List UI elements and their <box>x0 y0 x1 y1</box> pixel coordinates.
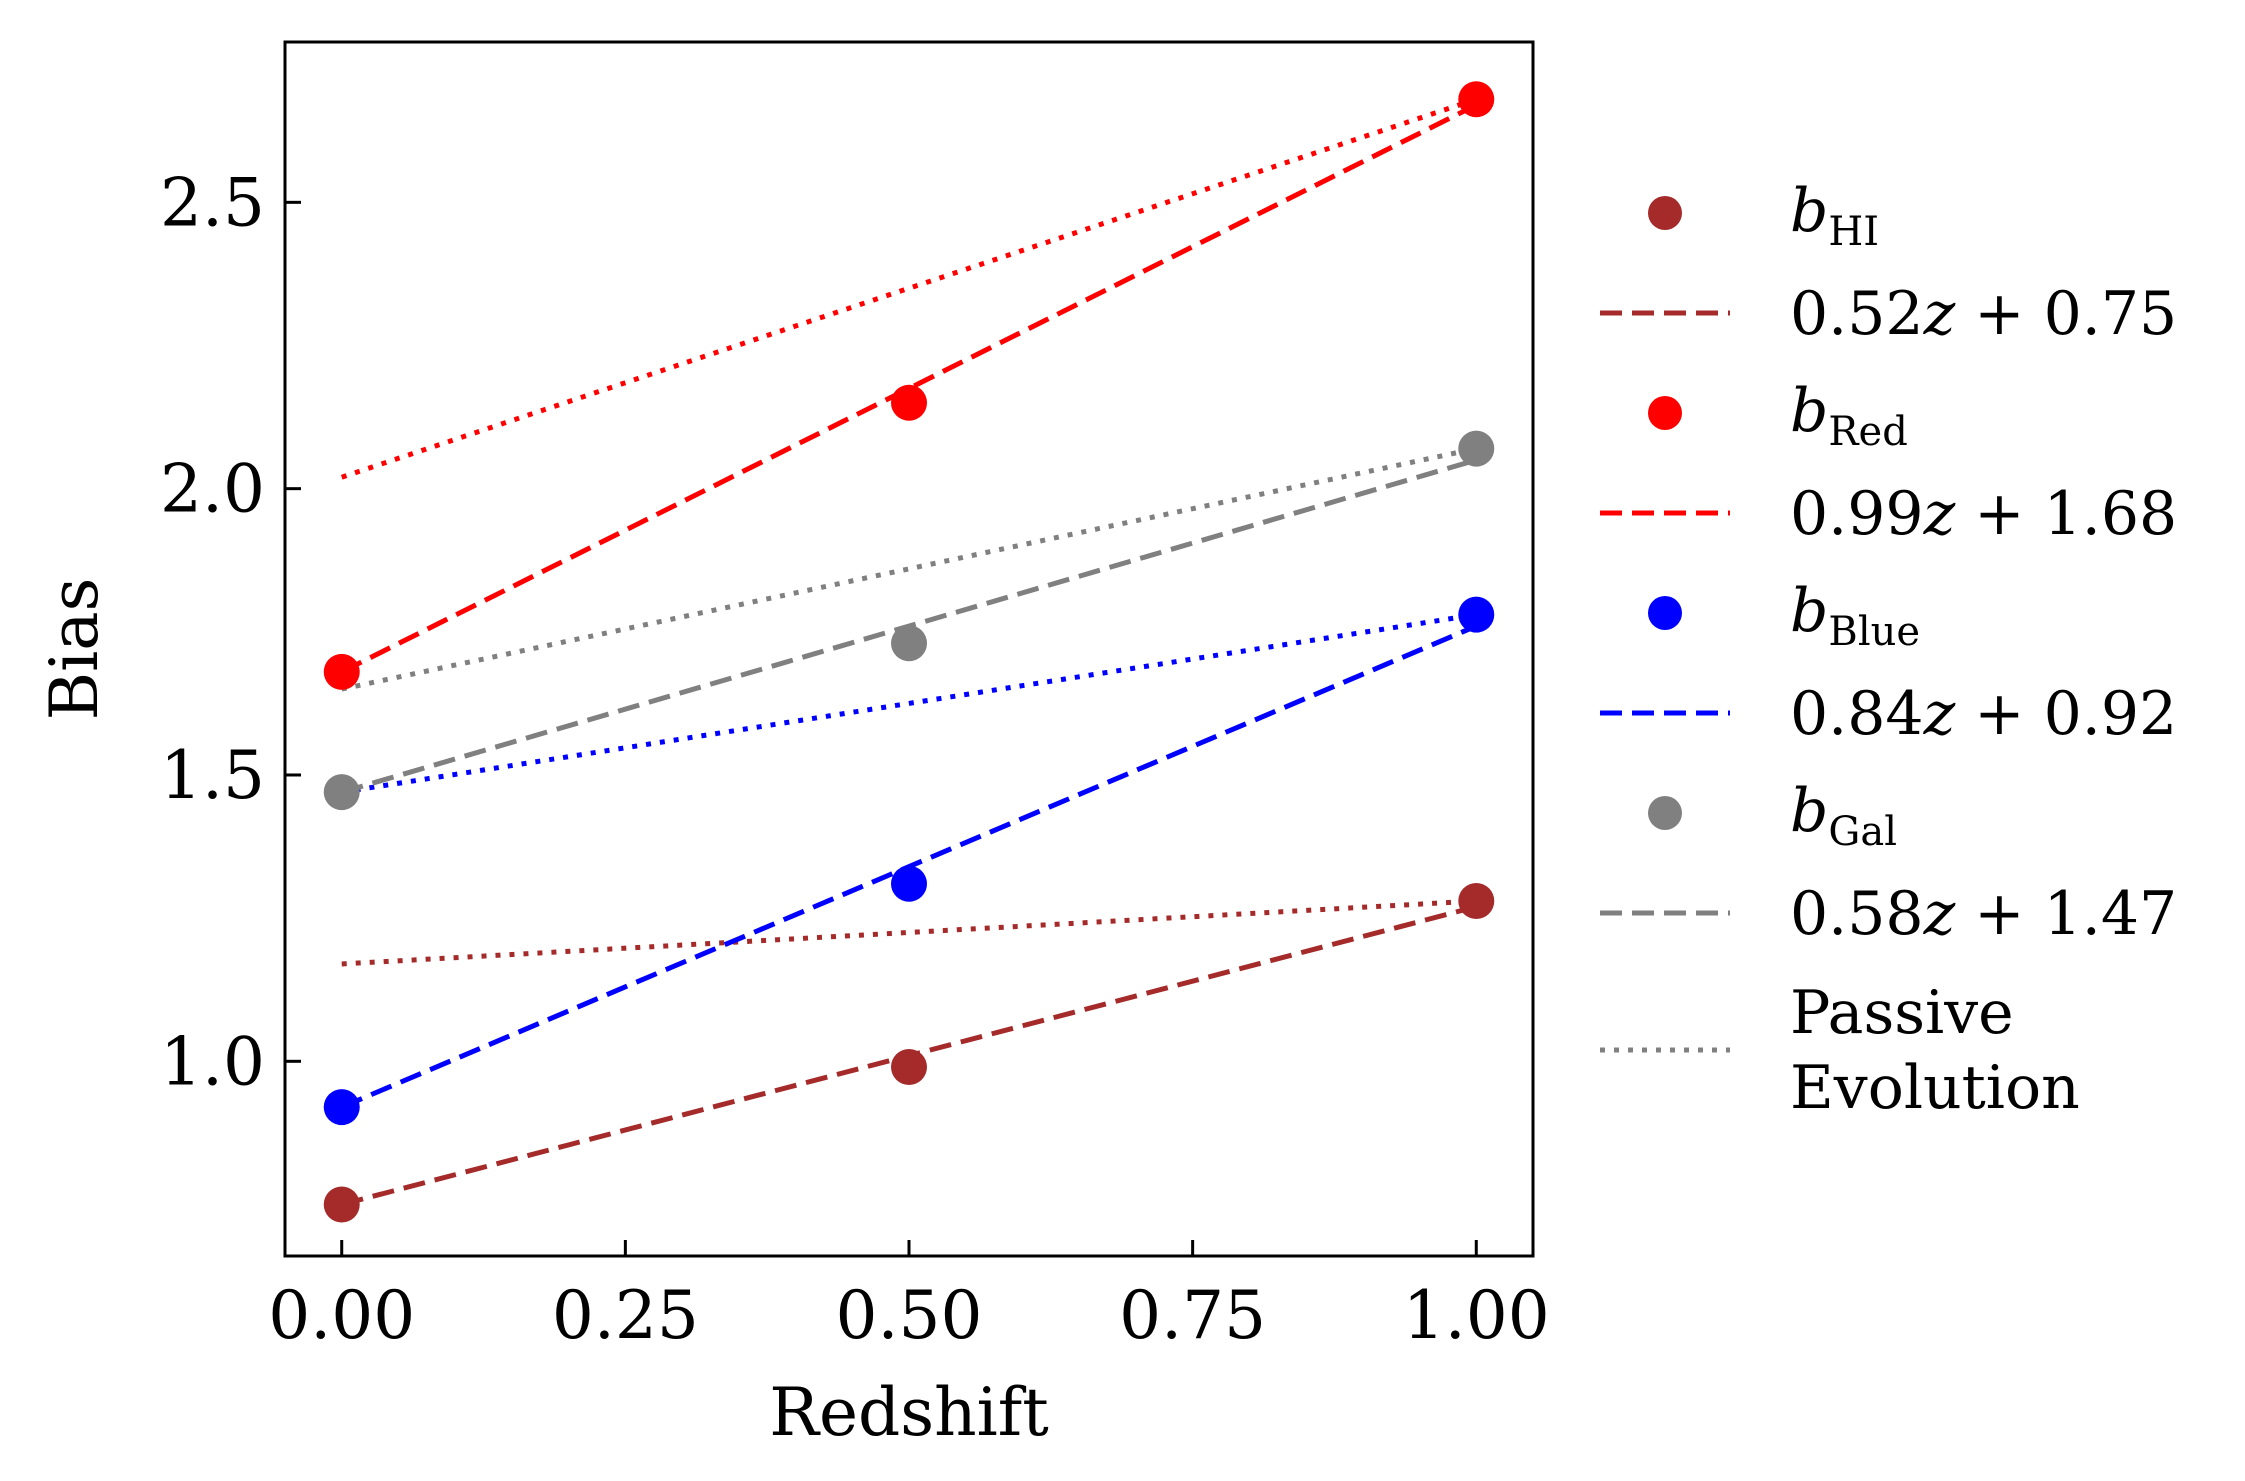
fit-line-red <box>340 102 1478 675</box>
point-gal-0 <box>323 774 360 811</box>
passive-line-blue <box>341 612 1477 795</box>
legend-marker-blue <box>1648 596 1682 630</box>
y-axis-label: Bias <box>36 578 113 721</box>
point-red-1 <box>891 384 927 421</box>
point-gal-2 <box>1458 430 1495 467</box>
passive-line-gal <box>341 446 1477 692</box>
passive-line-red <box>340 96 1478 480</box>
legend-passive-label: Evolution <box>1790 1053 2080 1123</box>
x-tick-label: 0.25 <box>552 1277 699 1354</box>
point-blue-1 <box>891 865 927 902</box>
legend-marker-red <box>1648 396 1682 430</box>
legend-fit-gal: 0.58z + 1.47 <box>1790 879 2177 949</box>
y-tick-label: 1.0 <box>160 1023 265 1100</box>
x-tick-label: 0.50 <box>836 1277 983 1354</box>
x-tick-label: 1.00 <box>1403 1277 1550 1354</box>
legend-fit-red: 0.99z + 1.68 <box>1790 479 2177 549</box>
point-hi-0 <box>323 1186 360 1223</box>
point-gal-1 <box>891 625 927 662</box>
axes: 0.00 0.25 0.50 0.75 1.00 1.0 1.5 2.0 2.5 <box>160 40 1550 1354</box>
data-points <box>323 81 1495 1223</box>
point-hi-2 <box>1458 882 1495 919</box>
point-red-0 <box>323 653 360 690</box>
legend-marker-hi <box>1648 196 1682 230</box>
point-red-2 <box>1458 81 1495 118</box>
x-tick-label: 0.75 <box>1119 1277 1266 1354</box>
point-blue-0 <box>323 1089 360 1126</box>
point-blue-2 <box>1458 596 1495 633</box>
x-axis-label: Redshift <box>769 1374 1048 1451</box>
legend-marker-gal <box>1648 796 1682 830</box>
legend-fit-hi: 0.52z + 0.75 <box>1790 279 2177 349</box>
legend-passive-label: Passive <box>1790 978 2014 1048</box>
y-tick-label: 2.5 <box>160 164 265 241</box>
x-tick-label: 0.00 <box>268 1277 415 1354</box>
legend-fit-blue: 0.84z + 0.92 <box>1790 679 2177 749</box>
point-hi-1 <box>891 1049 927 1086</box>
y-tick-label: 1.5 <box>160 737 265 814</box>
y-tick-label: 2.0 <box>160 451 265 528</box>
